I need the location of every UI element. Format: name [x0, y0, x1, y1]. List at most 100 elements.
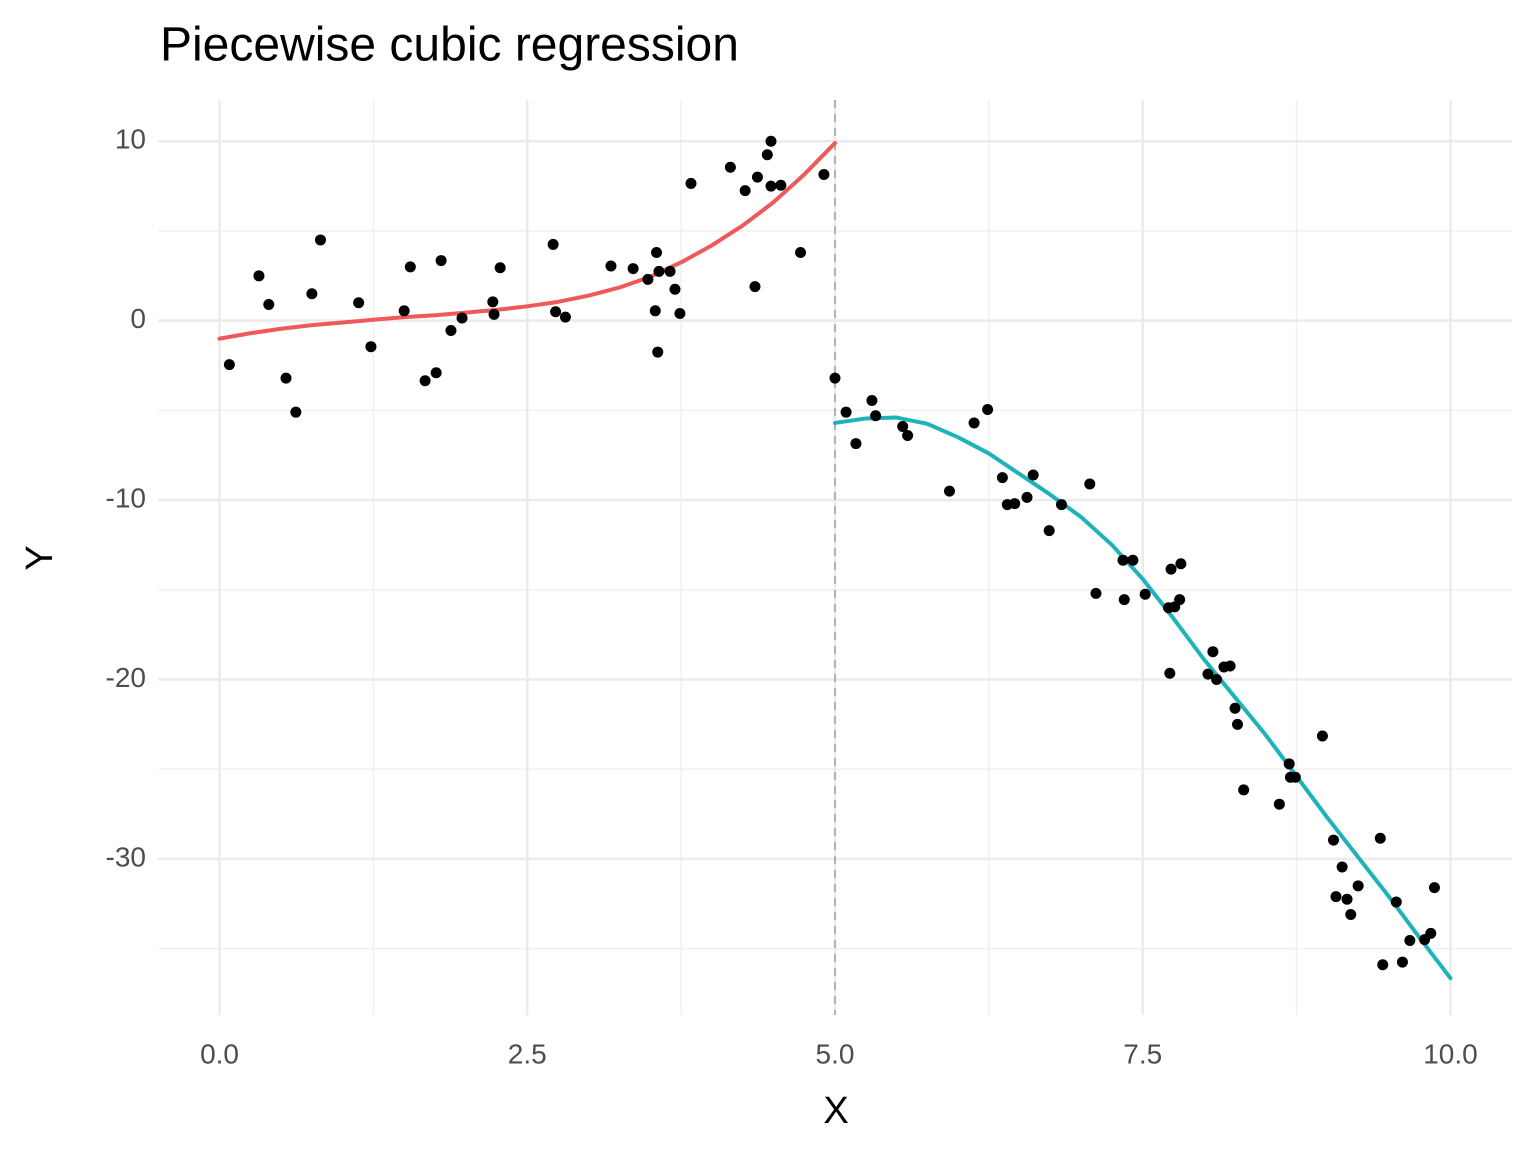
data-point: [897, 421, 909, 433]
x-tick-label: 5.0: [816, 1038, 855, 1069]
data-point: [1336, 861, 1348, 873]
y-tick-label: -20: [106, 662, 146, 693]
data-point: [365, 341, 377, 353]
x-tick-label: 10.0: [1423, 1038, 1478, 1069]
fit-line: [833, 415, 1453, 981]
data-point: [1164, 667, 1176, 679]
y-tick-label: 10: [115, 124, 146, 155]
data-point: [1390, 896, 1402, 908]
data-point: [1289, 771, 1301, 783]
data-point: [353, 297, 365, 309]
data-point: [1055, 499, 1067, 511]
data-point: [1211, 674, 1223, 685]
data-point: [1090, 587, 1102, 599]
data-point: [1328, 834, 1340, 846]
data-point: [1232, 718, 1244, 730]
data-point: [456, 312, 468, 324]
data-point: [1352, 880, 1364, 892]
data-point: [1273, 798, 1285, 810]
data-point: [1345, 909, 1357, 921]
data-point: [1224, 660, 1236, 672]
data-point: [674, 308, 686, 319]
data-point: [653, 265, 665, 277]
data-point: [1202, 668, 1214, 680]
data-point: [818, 168, 830, 180]
data-point: [306, 288, 318, 300]
data-point: [1117, 554, 1129, 566]
data-point: [968, 417, 980, 429]
data-point: [487, 296, 499, 308]
data-point: [739, 185, 751, 197]
data-point: [996, 472, 1008, 484]
fit-line: [217, 141, 837, 341]
data-point: [280, 372, 292, 384]
data-point: [547, 238, 559, 250]
data-point: [1009, 498, 1021, 510]
data-point: [290, 406, 302, 418]
data-point: [642, 273, 654, 285]
data-point: [870, 410, 882, 422]
data-point: [488, 308, 500, 320]
data-point: [559, 311, 571, 323]
data-point: [1207, 646, 1219, 658]
data-point: [223, 359, 235, 371]
data-point: [263, 299, 275, 311]
data-point: [1084, 478, 1096, 490]
data-point: [669, 283, 681, 295]
data-point: [765, 135, 777, 147]
chart-title: Piecewise cubic regression: [160, 19, 739, 72]
data-point: [627, 263, 639, 275]
data-point: [398, 305, 410, 317]
data-point: [1139, 588, 1151, 600]
data-point: [494, 262, 506, 274]
data-point: [314, 234, 326, 246]
data-point: [943, 485, 955, 497]
y-tick-label: -30: [106, 841, 146, 872]
data-point: [840, 406, 852, 418]
data-point: [550, 306, 562, 318]
data-point: [435, 255, 447, 267]
data-point: [1238, 784, 1250, 796]
data-point: [664, 265, 676, 277]
data-point: [685, 177, 697, 189]
data-point: [982, 403, 994, 415]
data-point: [1229, 702, 1241, 714]
data-point: [761, 149, 773, 161]
x-tick-label: 2.5: [508, 1038, 547, 1069]
data-point: [1043, 525, 1055, 537]
data-point: [1118, 594, 1130, 606]
data-point: [649, 305, 661, 317]
data-point: [751, 171, 763, 183]
data-point: [1175, 558, 1187, 570]
data-point: [1404, 935, 1416, 947]
data-point: [404, 261, 416, 273]
data-point: [724, 161, 736, 173]
x-axis-label: X: [823, 1090, 848, 1132]
data-point: [866, 395, 878, 407]
data-point: [829, 372, 841, 384]
data-point: [605, 260, 617, 272]
x-tick-label: 7.5: [1123, 1038, 1162, 1069]
data-point: [902, 430, 914, 441]
y-tick-label: 0: [130, 303, 146, 334]
data-point: [1396, 956, 1408, 968]
data-point: [765, 180, 777, 192]
data-point: [1165, 563, 1177, 575]
data-point: [1027, 469, 1039, 481]
data-point: [1377, 959, 1389, 971]
x-tick-label: 0.0: [200, 1038, 239, 1069]
data-point: [445, 325, 457, 337]
y-axis-label: Y: [19, 545, 61, 570]
data-point: [651, 247, 663, 258]
data-point: [1428, 882, 1440, 894]
data-point: [430, 367, 442, 379]
data-point: [850, 438, 862, 450]
data-point: [1425, 927, 1437, 939]
data-point: [1374, 832, 1386, 844]
data-point: [775, 179, 787, 191]
data-point: [1316, 730, 1328, 742]
data-point: [419, 375, 431, 387]
data-point: [1330, 891, 1342, 903]
